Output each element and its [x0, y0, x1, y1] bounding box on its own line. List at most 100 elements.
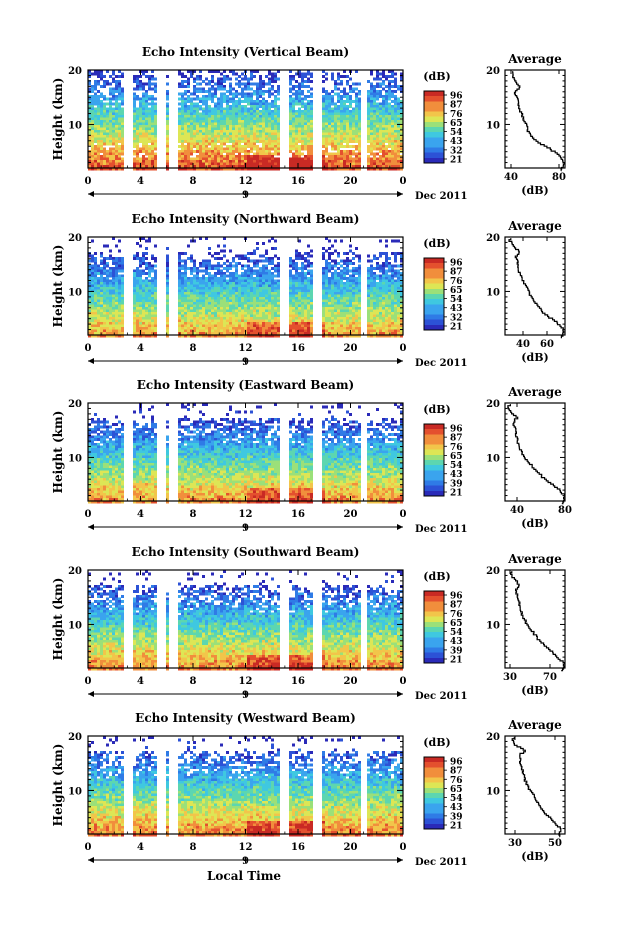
heatmap-cell	[343, 90, 346, 93]
heatmap-cell	[244, 97, 247, 101]
heatmap-cell	[97, 150, 100, 153]
heatmap-cell	[223, 302, 226, 305]
heatmap-cell	[277, 97, 280, 101]
heatmap-cell	[298, 122, 301, 126]
heatmap-cell	[367, 102, 370, 106]
heatmap-cell	[145, 287, 148, 290]
heatmap-cell	[133, 132, 136, 136]
heatmap-cell	[91, 125, 94, 128]
heatmap-cell	[250, 137, 253, 141]
heatmap-cell	[199, 277, 202, 280]
heatmap-cell	[220, 317, 223, 320]
heatmap-cell	[142, 120, 145, 123]
heatmap-cell	[265, 137, 268, 141]
heatmap-cell	[190, 289, 193, 293]
heatmap-cell	[202, 312, 205, 315]
heatmap-cell	[358, 162, 361, 166]
heatmap-cell	[154, 259, 157, 263]
heatmap-cell	[268, 132, 271, 136]
heatmap-cell	[136, 302, 139, 305]
heatmap-cell	[193, 274, 196, 278]
heatmap-cell	[349, 120, 352, 123]
heatmap-cell	[232, 110, 235, 113]
heatmap-cell	[151, 102, 154, 106]
heatmap-cell	[298, 120, 301, 123]
heatmap-cell	[289, 82, 292, 86]
heatmap-cell	[196, 287, 199, 290]
heatmap-cell	[397, 147, 400, 151]
heatmap-cell	[301, 332, 304, 335]
heatmap-cell	[256, 115, 259, 118]
heatmap-cell	[373, 95, 376, 98]
heatmap-cell	[382, 112, 385, 116]
heatmap-cell	[235, 115, 238, 118]
heatmap-cell	[136, 334, 139, 338]
heatmap-cell	[256, 282, 259, 285]
heatmap-cell	[154, 127, 157, 131]
heatmap-cell	[367, 117, 370, 121]
heatmap-cell	[355, 115, 358, 118]
heatmap-cell	[109, 82, 112, 86]
heatmap-cell	[199, 130, 202, 133]
heatmap-cell	[199, 145, 202, 148]
heatmap-cell	[304, 162, 307, 166]
heatmap-cell	[298, 82, 301, 86]
heatmap-cell	[136, 140, 139, 143]
heatmap-cell	[151, 287, 154, 290]
heatmap-cell	[112, 314, 115, 318]
heatmap-cell	[199, 284, 202, 288]
heatmap-cell	[238, 277, 241, 280]
heatmap-cell	[133, 100, 136, 103]
heatmap-cell	[262, 82, 265, 86]
heatmap-cell	[388, 137, 391, 141]
heatmap-cell	[322, 102, 325, 106]
heatmap-cell	[235, 105, 238, 108]
heatmap-cell	[256, 150, 259, 153]
heatmap-cell	[370, 130, 373, 133]
heatmap-cell	[259, 110, 262, 113]
heatmap-cell	[400, 125, 403, 128]
heatmap-cell	[253, 117, 256, 121]
heatmap-cell	[97, 97, 100, 101]
heatmap-cell	[388, 160, 391, 163]
colorbar-tick-label: 65	[450, 119, 463, 129]
heatmap-cell	[376, 77, 379, 81]
heatmap-cell	[109, 167, 112, 171]
heatmap-cell	[292, 327, 295, 330]
heatmap-cell	[355, 107, 358, 111]
heatmap-cell	[208, 122, 211, 126]
heatmap-cell	[385, 140, 388, 143]
heatmap-cell	[298, 90, 301, 93]
heatmap-cell	[223, 117, 226, 121]
heatmap-cell	[247, 135, 250, 138]
heatmap-cell	[91, 150, 94, 153]
heatmap-cell	[244, 307, 247, 310]
heatmap-cell	[139, 117, 142, 121]
heatmap-cell	[367, 125, 370, 128]
heatmap-cell	[184, 317, 187, 320]
heatmap-cell	[301, 307, 304, 310]
heatmap-cell	[277, 142, 280, 146]
heatmap-cell	[205, 277, 208, 280]
heatmap-cell	[292, 105, 295, 108]
heatmap-cell	[97, 284, 100, 288]
heatmap-cell	[214, 307, 217, 310]
heatmap-cell	[118, 167, 121, 171]
heatmap-cell	[271, 92, 274, 96]
heatmap-cell	[190, 319, 193, 323]
heatmap-cell	[277, 77, 280, 81]
heatmap-cell	[220, 324, 223, 328]
heatmap-cell	[391, 122, 394, 126]
heatmap-cell	[91, 292, 94, 295]
heatmap-cell	[322, 140, 325, 143]
heatmap-cell	[118, 267, 121, 270]
heatmap-cell	[379, 140, 382, 143]
heatmap-cell	[292, 107, 295, 111]
heatmap-cell	[148, 237, 151, 240]
heatmap-cell	[220, 289, 223, 293]
heatmap-cell	[208, 140, 211, 143]
heatmap-cell	[118, 115, 121, 118]
heatmap-cell	[100, 150, 103, 153]
heatmap-cell	[247, 282, 250, 285]
heatmap-cell	[238, 155, 241, 158]
